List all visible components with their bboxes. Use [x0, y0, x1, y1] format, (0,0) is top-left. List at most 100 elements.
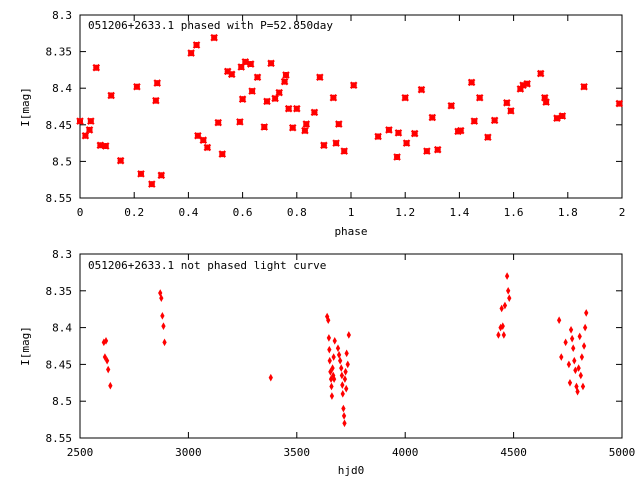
data-point — [327, 356, 332, 365]
y-tick-label: 8.3 — [52, 248, 72, 261]
data-point — [268, 373, 273, 382]
phased-chart: 0 0.2 0.4 0.6 0.8 1 1.2 1.4 1.6 1.8 2 8.3 8.35 8.4 8.4… — [19, 9, 625, 238]
plot-frame — [79, 14, 623, 199]
data-point — [374, 132, 382, 141]
data-point — [160, 312, 165, 320]
data-point — [559, 353, 564, 361]
unphased-chart: 2500 3000 3500 4000 4500 5000 8.3 8.35 8.4 8.45 8.… — [19, 248, 635, 477]
data-point — [423, 147, 431, 155]
data-point — [288, 123, 297, 132]
data-point — [568, 325, 574, 334]
data-point — [447, 101, 456, 110]
data-point — [282, 71, 290, 79]
data-point — [336, 351, 342, 359]
data-point — [571, 344, 576, 353]
data-point — [573, 366, 578, 375]
data-point — [238, 95, 247, 103]
data-point — [302, 120, 311, 128]
data-point — [346, 331, 351, 339]
x-tick-label: 4000 — [392, 446, 419, 459]
data-point — [578, 371, 583, 380]
data-point — [340, 381, 345, 389]
data-point — [326, 316, 331, 325]
data-point — [199, 136, 208, 144]
y-tick-label: 8.5 — [52, 395, 72, 408]
data-point — [402, 139, 411, 147]
data-point — [540, 93, 549, 102]
data-point — [542, 98, 550, 106]
x-tick-label: 3500 — [284, 446, 311, 459]
data-point — [506, 286, 511, 295]
data-point — [162, 338, 167, 347]
data-point — [107, 91, 115, 100]
y-axis-label: I[mag] — [19, 87, 32, 127]
data-point — [581, 342, 587, 350]
data-point — [271, 94, 279, 103]
y-tick-label: 8.55 — [46, 432, 73, 445]
data-point — [106, 365, 111, 374]
data-point — [339, 364, 344, 372]
data-point — [341, 412, 347, 420]
y-tick-label: 8.45 — [46, 119, 73, 132]
data-point — [343, 367, 348, 376]
x-tick-label: 2 — [619, 206, 626, 219]
data-point — [519, 81, 527, 90]
x-tick-label: 1 — [348, 206, 355, 219]
data-point — [516, 85, 525, 93]
data-point — [340, 147, 349, 155]
x-tick-label: 0.4 — [178, 206, 198, 219]
data-point — [227, 70, 236, 79]
data-point — [192, 41, 201, 49]
y-tick-label: 8.55 — [46, 192, 73, 205]
data-point — [316, 73, 324, 81]
data-point — [575, 387, 580, 396]
data-point — [214, 118, 222, 127]
data-point — [507, 107, 515, 115]
x-tick-label: 4500 — [500, 446, 527, 459]
data-point — [567, 378, 573, 387]
data-point — [335, 120, 343, 128]
axis-ticks — [79, 14, 623, 199]
data-point — [210, 33, 218, 42]
data-point — [152, 96, 160, 105]
data-point — [484, 133, 492, 142]
x-tick-label: 0 — [77, 206, 84, 219]
data-point — [584, 309, 589, 317]
data-point — [467, 78, 476, 87]
chart-title: 051206+2633.1 not phased light curve — [88, 259, 326, 272]
data-point — [342, 375, 348, 383]
data-point — [329, 382, 334, 391]
data-point — [344, 384, 349, 393]
data-point — [81, 132, 90, 140]
data-point — [187, 49, 195, 57]
data-point — [284, 104, 293, 113]
data-point — [574, 382, 579, 391]
data-point — [87, 117, 95, 125]
x-tick-label: 1.6 — [504, 206, 524, 219]
data-point — [401, 93, 409, 102]
data-point — [341, 404, 346, 413]
y-tick-label: 8.35 — [46, 285, 73, 298]
data-point — [330, 364, 335, 372]
data-point — [329, 93, 338, 102]
x-tick-label: 0.8 — [287, 206, 307, 219]
data-points — [101, 272, 589, 428]
data-point — [116, 156, 125, 165]
data-point — [96, 141, 105, 150]
data-point — [428, 113, 437, 122]
x-tick-label: 0.6 — [233, 206, 253, 219]
data-point — [580, 382, 586, 391]
x-axis-label: hjd0 — [338, 464, 365, 477]
data-point — [394, 129, 403, 137]
data-point — [344, 349, 349, 358]
data-point — [101, 142, 110, 150]
data-point — [246, 60, 255, 68]
data-point — [248, 87, 256, 95]
axis-ticks — [79, 253, 623, 439]
data-point — [433, 145, 442, 154]
data-point — [335, 344, 341, 353]
data-point — [194, 132, 202, 140]
data-point — [577, 332, 582, 341]
data-point — [470, 117, 479, 125]
